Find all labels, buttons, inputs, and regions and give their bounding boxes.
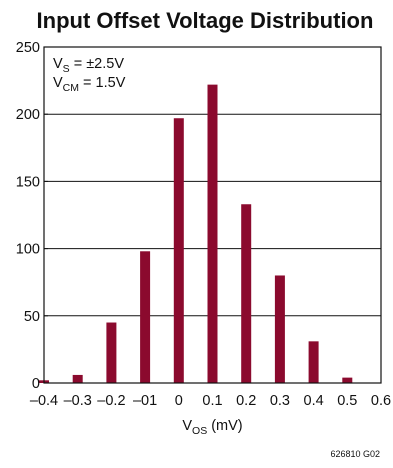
x-axis-label-text: VOS (mV) <box>182 418 242 437</box>
bar-1 <box>72 374 83 383</box>
bar-3 <box>140 251 151 383</box>
bar-5 <box>207 84 218 383</box>
bar-9 <box>342 377 353 383</box>
x-tick-label-7: 0.3 <box>270 393 290 409</box>
y-tick-label-100: 100 <box>16 242 40 258</box>
x-tick-label-10: 0.6 <box>371 393 391 409</box>
y-tick-label-0: 0 <box>32 376 40 392</box>
x-tick-label-6: 0.2 <box>236 393 256 409</box>
x-tick-label-9: 0.5 <box>337 393 357 409</box>
bars <box>39 84 353 384</box>
x-axis-label: VOS (mV) <box>182 418 242 437</box>
x-tick-label-5: 0.1 <box>202 393 222 409</box>
plot-frame <box>43 46 382 384</box>
x-tick-label-4: 0 <box>175 393 183 409</box>
bar-2 <box>106 322 117 383</box>
x-tick-label-1: –0.3 <box>64 393 92 409</box>
y-axis-ticks: 0 50 100 150 200 250 <box>16 40 48 392</box>
y-tick-label-200: 200 <box>16 107 40 123</box>
y-tick-label-150: 150 <box>16 174 40 190</box>
annotation-0: VS = ±2.5V <box>53 56 124 75</box>
x-axis-ticks: –0.4 –0.3 –0.2 –01 0 0.1 0.2 0.3 0.4 0.5 0.6 <box>30 393 391 409</box>
figure-code: 626810 G02 <box>330 449 380 459</box>
x-tick-label-2: –0.2 <box>97 393 125 409</box>
x-tick-label-0: –0.4 <box>30 393 58 409</box>
y-tick-label-250: 250 <box>16 40 40 56</box>
bar-4 <box>173 118 184 384</box>
bar-6 <box>241 204 252 383</box>
x-tick-label-8: 0.4 <box>304 393 324 409</box>
chart-title: Input Offset Voltage Distribution <box>37 8 374 33</box>
x-tick-label-3: –01 <box>133 393 157 409</box>
y-tick-label-50: 50 <box>24 309 40 325</box>
bar-8 <box>308 341 319 383</box>
annotation-1: VCM = 1.5V <box>53 75 126 94</box>
bar-7 <box>274 275 285 383</box>
